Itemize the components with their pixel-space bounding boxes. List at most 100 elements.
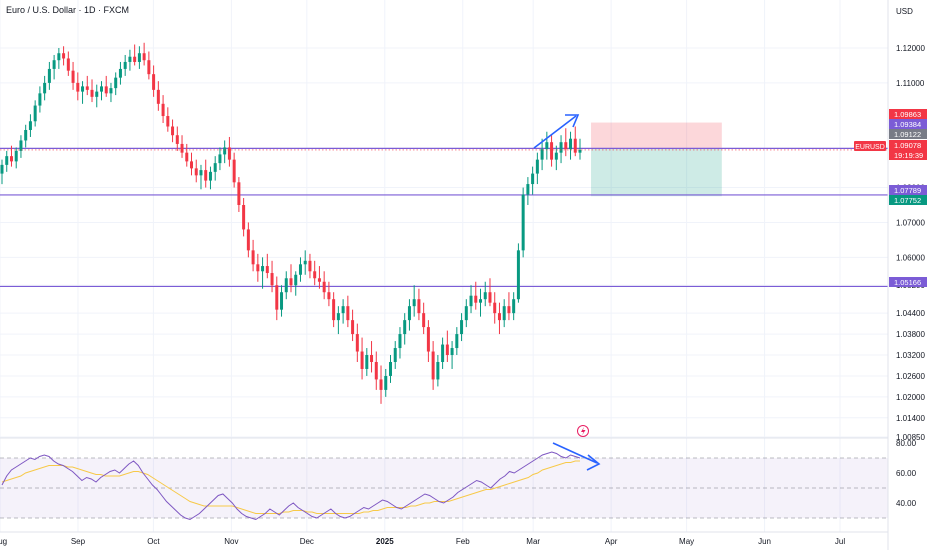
x-tick-label: Oct [147, 537, 160, 546]
candle-body [190, 161, 194, 169]
price-tag [889, 277, 927, 287]
price-tag [889, 119, 927, 129]
candle-body [384, 375, 388, 390]
y-tick-label: 1.07000 [896, 218, 925, 227]
candle-body [474, 295, 478, 303]
candle-body [564, 142, 568, 150]
candle-body [322, 281, 326, 293]
candle-body [355, 334, 359, 352]
y-tick-label: 1.11000 [896, 79, 925, 88]
candle-body [185, 152, 189, 162]
chart-title: Euro / U.S. Dollar · 1D · FXCM [6, 5, 129, 15]
candle-body [118, 68, 122, 78]
candle-body [199, 170, 203, 176]
x-tick-label: Mar [526, 537, 540, 546]
candle-body [294, 274, 298, 286]
price-tag-label: 1.07789 [894, 186, 921, 195]
alert-icon[interactable] [577, 425, 589, 437]
candle-body [109, 88, 113, 94]
candle-body [559, 142, 563, 153]
rsi-tick-labels: 80.00 60.00 40.00 [896, 439, 917, 508]
candle-body [14, 150, 18, 162]
candle-body [317, 278, 321, 282]
x-tick-label: 2025 [376, 537, 394, 546]
candle-body [488, 292, 492, 303]
candle-body [493, 302, 497, 314]
candle-body [175, 135, 179, 144]
short-position-tool[interactable] [591, 122, 722, 197]
candle-body [346, 306, 350, 321]
candle-body [483, 292, 487, 300]
candle-body [43, 82, 47, 94]
price-tag-label: 19:19:39 [894, 151, 923, 160]
down-arrow-annotation[interactable] [552, 442, 601, 471]
candle-body [227, 147, 231, 160]
candle-body [133, 56, 137, 62]
candle-body [156, 89, 160, 104]
x-tick-label: May [679, 537, 694, 546]
candle-body [223, 147, 227, 155]
candle-body [47, 68, 51, 83]
rsi-line [1, 451, 581, 521]
x-tick-label: Apr [605, 537, 618, 546]
candle-body [374, 361, 378, 380]
candle-body [436, 361, 440, 380]
candle-body [531, 173, 535, 185]
candle-body [57, 53, 61, 61]
currency-label: USD [896, 7, 913, 16]
rsi-ma-line [1, 460, 580, 514]
horizontal-levels[interactable] [0, 147, 888, 288]
candle-body [152, 74, 156, 90]
candle-body [327, 292, 331, 300]
price-tag-label: 1.09078 [894, 141, 921, 150]
candle-body [379, 379, 383, 390]
candle-body [445, 344, 449, 356]
x-tick-label: Dec [300, 537, 314, 546]
symbol-tag: EURUSD [854, 141, 886, 151]
candle-body [5, 156, 9, 165]
candle-body [261, 266, 265, 272]
price-axis[interactable]: USD 1.120001.110001.080001.070001.060001… [854, 0, 927, 550]
candle-body [161, 103, 165, 117]
candle-body [85, 86, 89, 90]
candle-body [242, 204, 246, 230]
candle-body [123, 61, 127, 69]
candle-body [535, 159, 539, 174]
candle-body [62, 53, 66, 59]
candle-body [0, 164, 4, 174]
stop-loss-zone[interactable] [591, 122, 722, 149]
candle-body [213, 163, 217, 172]
y-tick-label: 1.02600 [896, 372, 925, 381]
take-profit-zone[interactable] [591, 148, 722, 197]
candle-body [450, 348, 454, 356]
rsi-pane[interactable] [0, 425, 888, 521]
price-tag-label: 1.09384 [894, 120, 921, 129]
price-tag-label: 1.05166 [894, 278, 921, 287]
candle-body [360, 351, 364, 369]
y-tick-label: 1.01400 [896, 414, 925, 423]
candle-body [545, 142, 549, 150]
candle-body [33, 105, 37, 122]
candle-body [417, 299, 421, 314]
price-tag [889, 195, 927, 205]
candle-body [147, 60, 151, 75]
y-tick-label: 1.06000 [896, 253, 925, 262]
candle-body [270, 273, 274, 286]
candle-body [81, 86, 85, 92]
x-tick-label: Nov [224, 537, 238, 546]
candle-body [336, 313, 340, 321]
candle-body [298, 264, 302, 275]
candle-body [166, 116, 170, 127]
up-arrow-annotation[interactable] [533, 114, 580, 149]
candle-body [194, 168, 198, 176]
candle-body [95, 91, 99, 97]
candle-body [422, 313, 426, 328]
candle-body [180, 143, 184, 153]
price-tag [889, 109, 927, 119]
time-axis[interactable]: Aug Sep Oct Nov Dec 2025 Feb Mar Apr May Jun Jul [0, 531, 888, 546]
candle-body [28, 121, 32, 130]
candle-body [171, 126, 175, 136]
